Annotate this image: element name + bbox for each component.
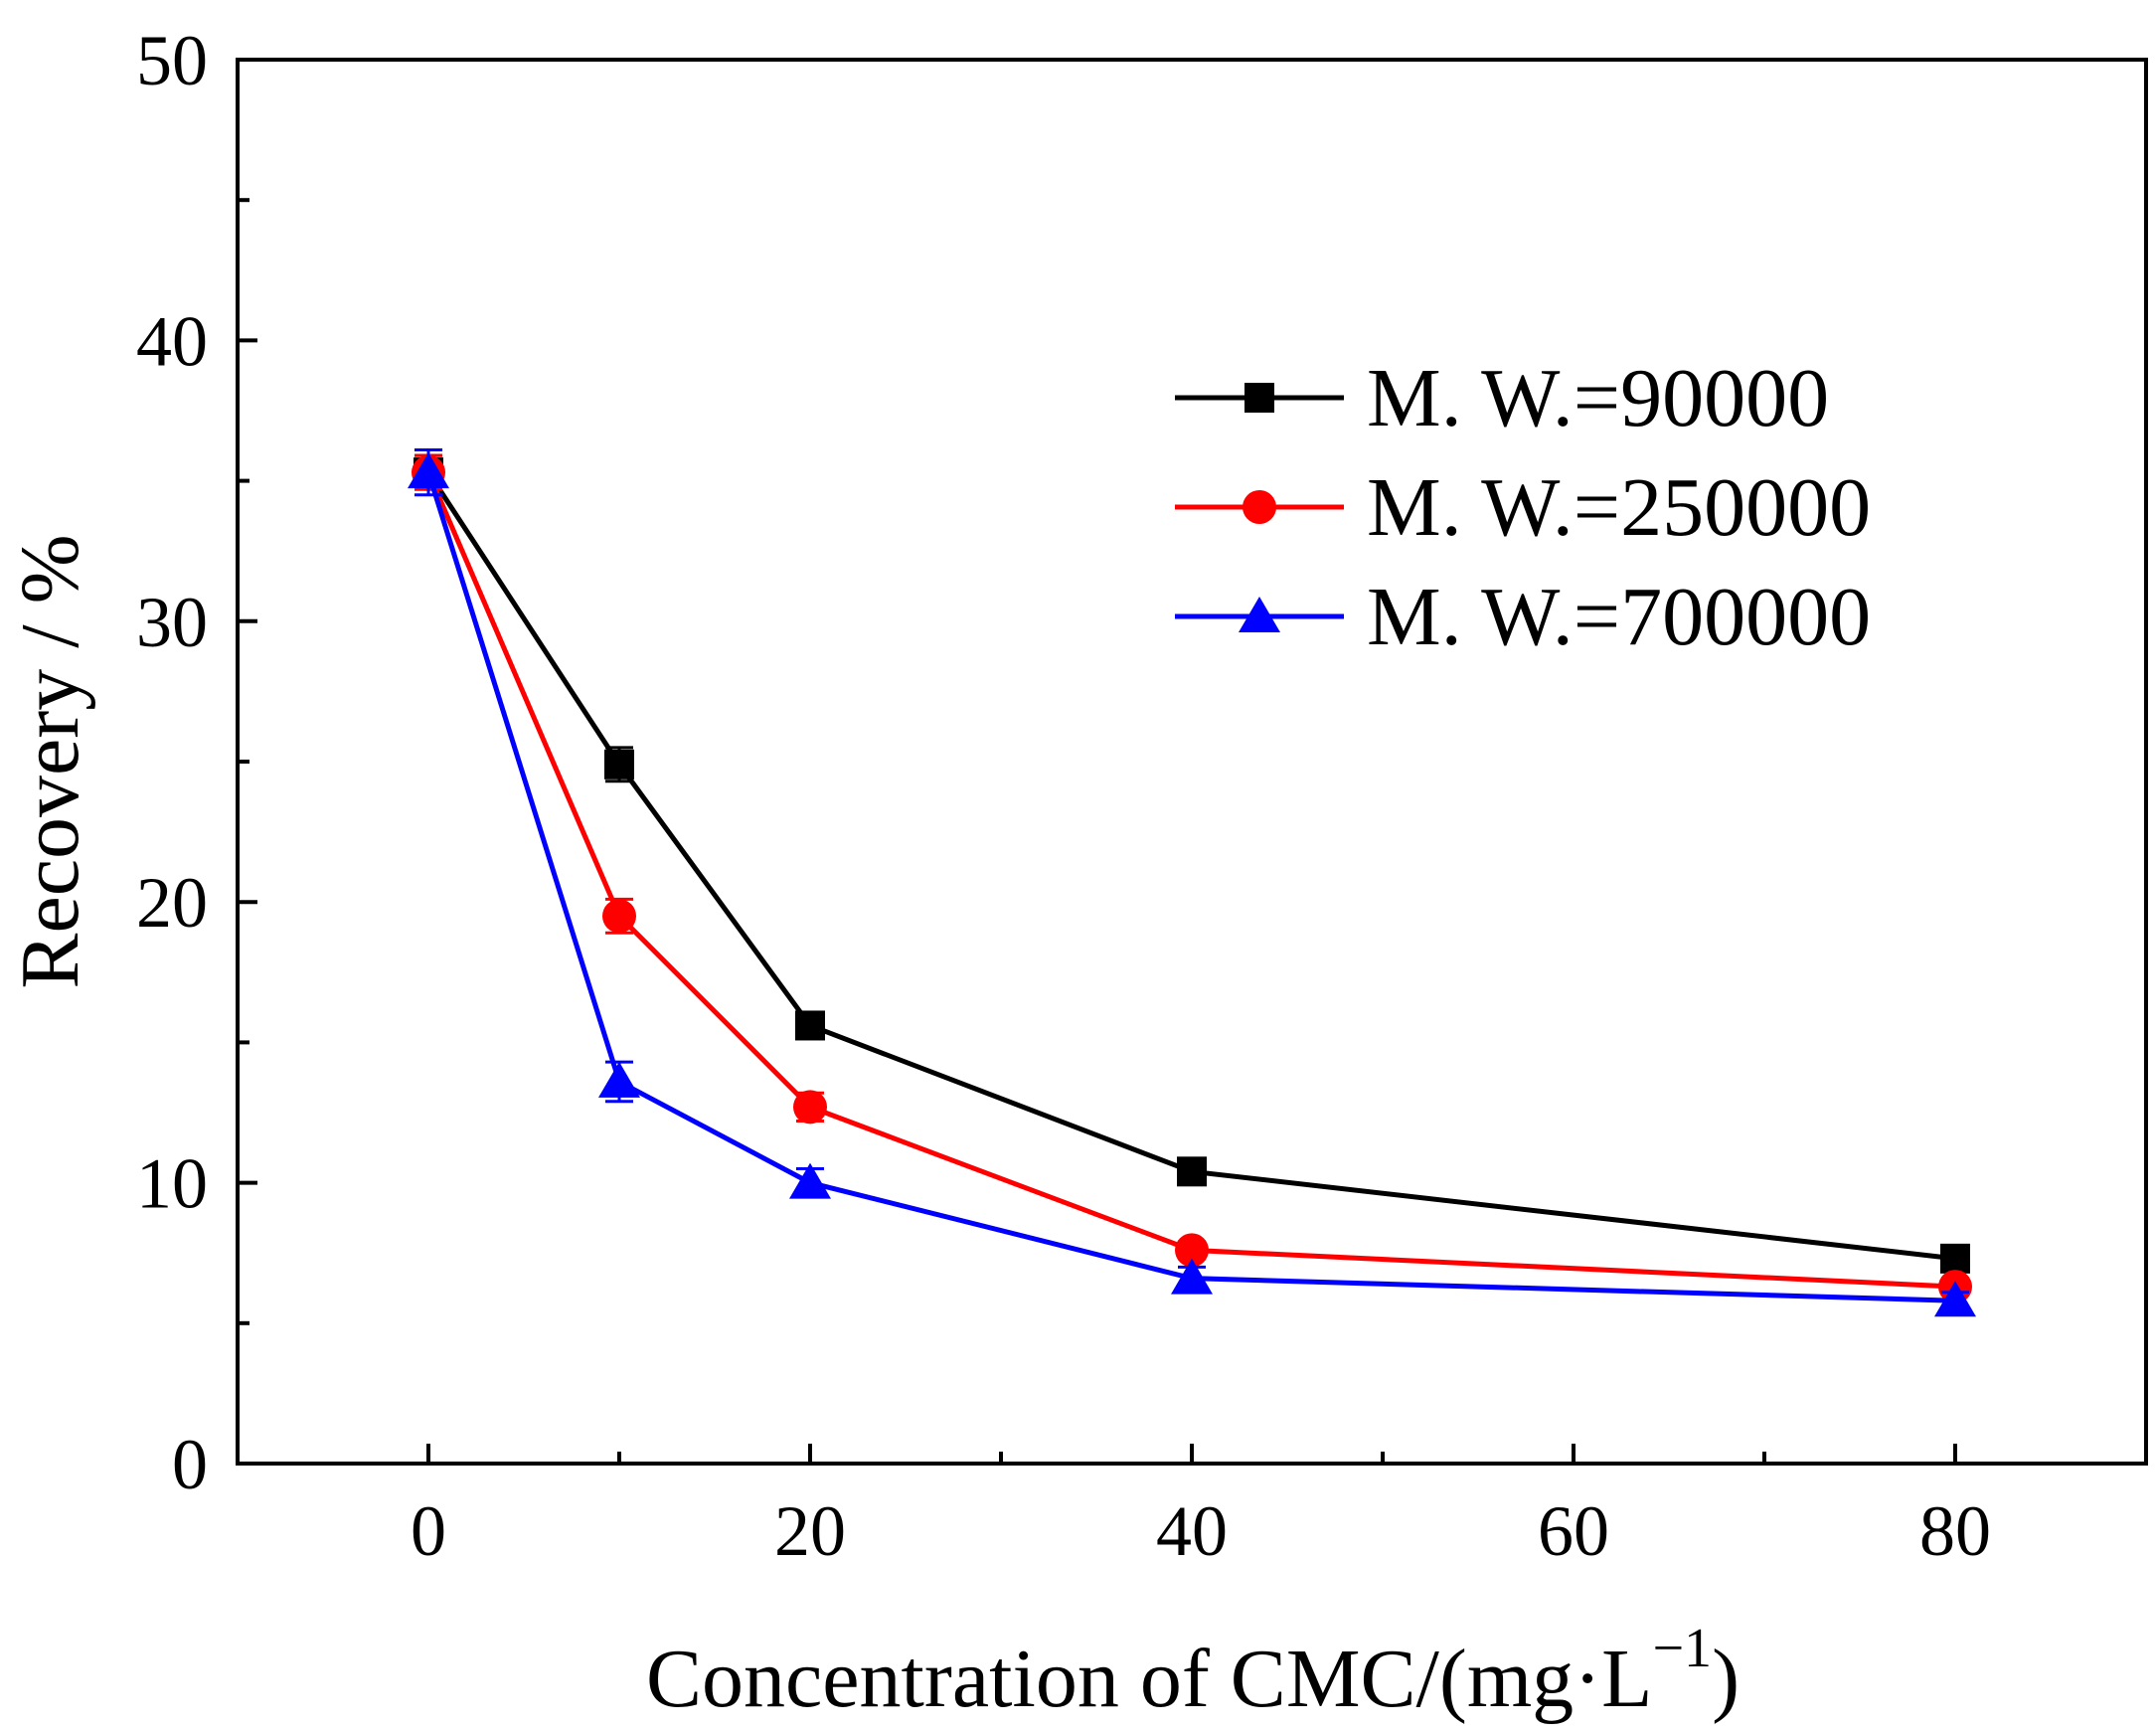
x-axis-label-sup: −1 (1652, 1618, 1712, 1679)
data-point (789, 1162, 831, 1199)
series-3 (408, 448, 1976, 1317)
x-tick-label: 80 (1919, 1491, 1991, 1571)
y-tick-label: 30 (136, 583, 208, 662)
x-tick-label: 20 (774, 1491, 846, 1571)
data-point (793, 1090, 827, 1125)
data-point (1934, 1281, 1976, 1317)
x-axis-label-main: Concentration of CMC/(mg·L (646, 1633, 1653, 1725)
legend: M. W.=90000 M. W.=250000 M. W.=700000 (1175, 352, 1871, 663)
x-axis-label: Concentration of CMC/(mg·L−1) (646, 1618, 1740, 1725)
legend-label: M. W.=250000 (1367, 461, 1871, 554)
data-point (408, 452, 449, 489)
data-point (1177, 1156, 1207, 1187)
series-layer (408, 448, 1976, 1317)
legend-item: M. W.=250000 (1175, 461, 1871, 554)
y-axis-label: Recovery / % (4, 534, 96, 988)
y-tick-label: 10 (136, 1144, 208, 1224)
data-point (1175, 1233, 1209, 1268)
legend-marker (1239, 597, 1280, 632)
y-tick-label: 20 (136, 863, 208, 943)
data-point (602, 899, 636, 934)
legend-item: M. W.=90000 (1175, 352, 1829, 444)
data-point (1940, 1243, 1970, 1274)
legend-marker (1244, 383, 1274, 413)
y-tick-label: 40 (136, 301, 208, 381)
y-tick-label: 50 (136, 21, 208, 100)
data-point (604, 749, 634, 780)
legend-label: M. W.=90000 (1367, 352, 1829, 444)
x-axis-label-close: ) (1712, 1633, 1740, 1725)
x-tick-label: 0 (411, 1491, 446, 1571)
data-point (795, 1010, 825, 1041)
legend-item: M. W.=700000 (1175, 571, 1871, 663)
data-point (1171, 1258, 1213, 1295)
data-point (598, 1061, 640, 1098)
y-tick-label: 0 (172, 1425, 208, 1504)
legend-label: M. W.=700000 (1367, 571, 1871, 663)
axes-layer: 0 20 40 60 80 0 10 20 30 40 50 (136, 21, 1991, 1571)
x-tick-label: 60 (1538, 1491, 1609, 1571)
legend-marker (1243, 490, 1276, 524)
x-tick-label: 40 (1156, 1491, 1228, 1571)
